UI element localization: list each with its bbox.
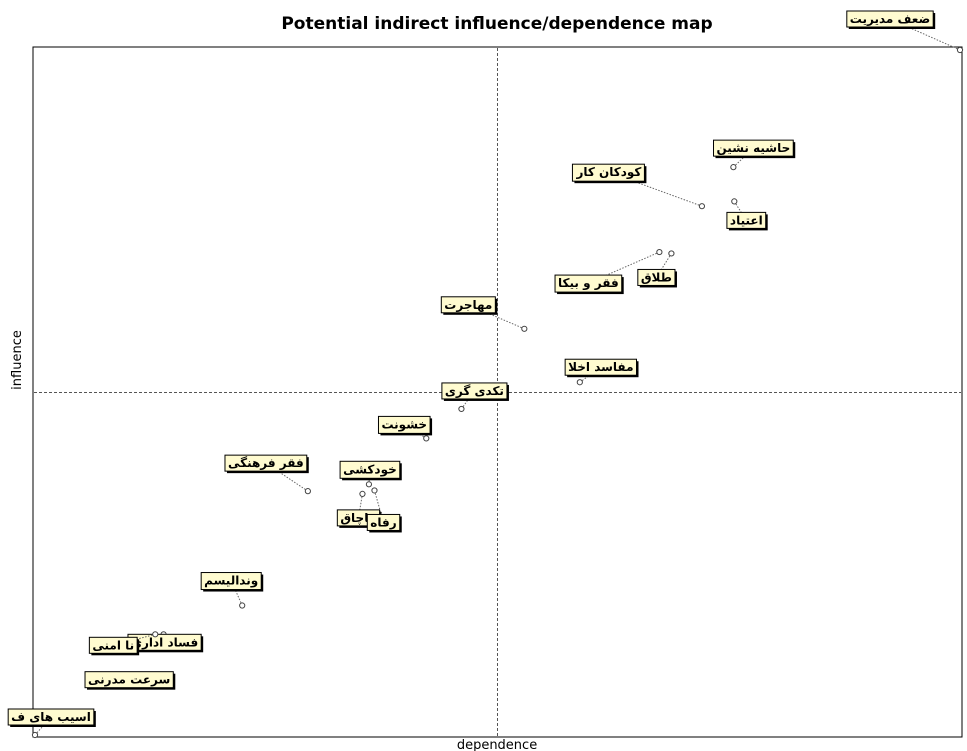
data-point-group: طلاق xyxy=(637,250,677,288)
point-label: فقر فرهنگی xyxy=(228,456,304,470)
data-point-group: مهاجرت xyxy=(440,296,528,332)
data-point-group: وندالیسم xyxy=(200,572,264,609)
label-box xyxy=(440,296,496,314)
point-label: وندالیسم xyxy=(204,574,258,589)
label-box xyxy=(637,268,676,286)
point-label: ضعف مديريت xyxy=(850,12,930,26)
label-box xyxy=(84,671,174,689)
data-point-group: خشونت xyxy=(377,415,433,442)
data-point xyxy=(730,164,737,171)
point-label: تكدی گری xyxy=(445,384,504,398)
data-point-group: كودكان كار xyxy=(571,163,706,210)
data-point xyxy=(371,487,378,494)
data-point xyxy=(576,379,583,386)
point-label: سرعت مدرنی xyxy=(88,673,170,687)
data-point-group: مفاسد اخلا xyxy=(564,358,639,386)
data-point-group: نا امنی xyxy=(88,631,159,656)
leader-line xyxy=(357,493,363,518)
label-box xyxy=(726,211,767,229)
data-point xyxy=(956,46,964,54)
data-point xyxy=(365,481,373,488)
data-point-group: حاشيه نشين xyxy=(713,139,796,171)
point-label: خشونت xyxy=(381,417,427,432)
data-point xyxy=(521,325,528,332)
label-box xyxy=(366,513,401,531)
point-label: اسیب های ف xyxy=(11,710,91,724)
y-axis-label: influence xyxy=(10,330,25,390)
data-point-group: فساد اداري xyxy=(127,631,204,653)
point-label: خودكشی xyxy=(343,462,397,477)
data-point-group: تكدی گری xyxy=(441,382,509,413)
label-box xyxy=(339,460,401,479)
point-label: طلاق xyxy=(641,270,672,284)
data-point-group: اعتياد xyxy=(726,198,768,231)
data-point-group: ضعف مديريت xyxy=(846,10,964,54)
data-point xyxy=(731,198,738,205)
label-box xyxy=(846,10,934,28)
leader-line xyxy=(468,304,525,330)
data-point-group: فقر و بيكا xyxy=(554,248,663,295)
data-point xyxy=(458,405,465,413)
chart-title: Potential indirect influence/dependence … xyxy=(281,14,712,34)
label-box xyxy=(564,358,638,376)
data-point xyxy=(152,631,159,638)
label-box xyxy=(554,274,623,293)
data-point xyxy=(31,731,39,739)
label-box xyxy=(441,382,508,400)
point-label: اعتياد xyxy=(730,213,763,227)
point-label: فساد اداري xyxy=(131,635,198,649)
data-point xyxy=(668,250,675,257)
x-axis-label: dependence xyxy=(457,738,537,751)
label-box xyxy=(88,636,138,654)
data-point xyxy=(656,248,663,256)
data-point xyxy=(359,490,366,497)
label-box xyxy=(7,708,95,726)
label-box xyxy=(224,454,308,472)
leader-line xyxy=(588,251,660,284)
label-box xyxy=(377,415,431,434)
data-point xyxy=(698,203,706,210)
data-point-group: سرعت مدرنی xyxy=(84,671,176,690)
data-point xyxy=(423,435,430,442)
data-point xyxy=(239,602,246,609)
point-label: مهاجرت xyxy=(444,298,492,312)
data-point-group: رفاه xyxy=(366,487,402,533)
point-label: حاشيه نشين xyxy=(717,141,791,155)
point-label: كودكان كار xyxy=(575,165,641,180)
data-point-group: اسیب های ف xyxy=(7,708,96,739)
data-point xyxy=(304,488,311,495)
label-box xyxy=(200,572,262,591)
point-label: نا امنی xyxy=(92,638,134,652)
point-label: رفاه xyxy=(370,515,396,529)
data-point-group: خودكشی xyxy=(339,460,402,488)
label-box xyxy=(713,139,794,157)
data-point-group: فقر فرهنگی xyxy=(224,454,311,495)
point-label: فقر و بيكا xyxy=(558,276,619,291)
label-box xyxy=(571,163,645,182)
points-layer: ضعف مديريت حاشيه نشين كودكان كار اعتياد طلاق… xyxy=(7,10,964,739)
point-label: مفاسد اخلا xyxy=(568,360,633,374)
